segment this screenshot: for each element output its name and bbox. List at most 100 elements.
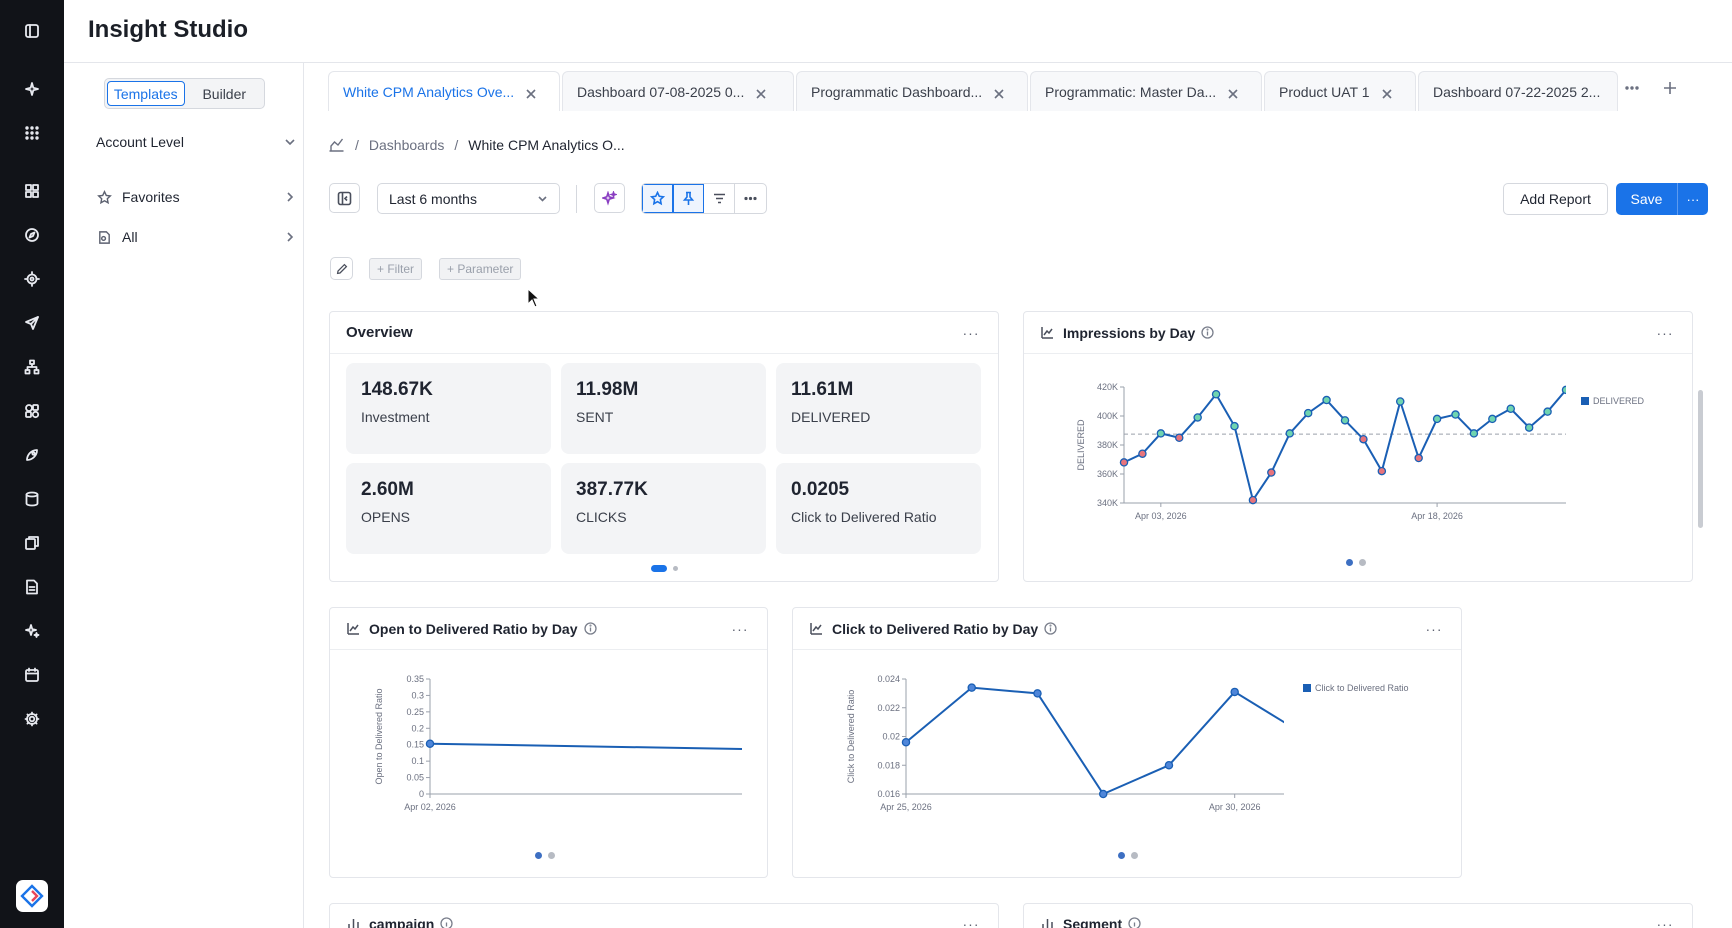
pager-dot-active[interactable] xyxy=(1346,559,1353,566)
account-level-label: Account Level xyxy=(96,134,184,150)
templates-builder-toggle: Templates Builder xyxy=(104,78,265,109)
x-tick-label: Apr 30, 2026 xyxy=(1209,802,1261,812)
grid-dots-icon[interactable] xyxy=(20,121,44,145)
tab-dashboard-07-22[interactable]: Dashboard 07-22-2025 2... xyxy=(1418,71,1618,111)
panel-toggle-icon[interactable] xyxy=(20,19,44,43)
tab-dashboard-07-08[interactable]: Dashboard 07-08-2025 0... xyxy=(562,71,794,111)
campaign-card: campaign ··· xyxy=(329,903,999,928)
y-tick-label: 0.2 xyxy=(411,723,424,733)
brand-logo[interactable] xyxy=(16,880,48,912)
card-menu-icon[interactable]: ··· xyxy=(731,620,749,637)
data-point xyxy=(1138,449,1147,458)
scrollbar[interactable] xyxy=(1698,390,1703,528)
add-parameter-chip[interactable]: + Parameter xyxy=(439,258,522,280)
close-icon[interactable] xyxy=(526,86,538,99)
calendar-icon[interactable] xyxy=(20,663,44,687)
ai-insights-button[interactable] xyxy=(594,183,625,213)
sidebar-toggle-icon xyxy=(337,191,352,205)
rocket-icon[interactable] xyxy=(20,443,44,467)
card-menu-icon[interactable]: ··· xyxy=(962,915,980,928)
more-tabs-icon[interactable] xyxy=(1622,78,1642,98)
templates-tab[interactable]: Templates xyxy=(107,81,185,106)
close-icon[interactable] xyxy=(756,86,768,99)
info-icon[interactable] xyxy=(1201,325,1215,340)
y-tick-label: 0.15 xyxy=(406,740,424,750)
more-options-button[interactable] xyxy=(735,184,766,213)
add-filter-chip[interactable]: + Filter xyxy=(369,258,423,280)
close-icon[interactable] xyxy=(994,86,1006,99)
save-options-button[interactable]: ··· xyxy=(1677,183,1708,215)
sparkle-icon[interactable] xyxy=(20,77,44,101)
filter-button[interactable] xyxy=(704,184,735,213)
info-icon[interactable] xyxy=(583,621,598,636)
kpi-value: 11.98M xyxy=(576,379,639,400)
nav-item-all[interactable]: All xyxy=(96,225,298,249)
add-tab-icon[interactable] xyxy=(1660,78,1680,98)
card-menu-icon[interactable]: ··· xyxy=(1425,620,1443,637)
y-tick-label: 0.35 xyxy=(406,674,424,684)
send-icon[interactable] xyxy=(20,311,44,335)
date-range-select[interactable]: Last 6 months xyxy=(377,183,560,214)
pager-dot[interactable] xyxy=(1359,559,1366,566)
card-title: campaign xyxy=(369,915,435,928)
kpi-value: 387.77K xyxy=(576,479,648,500)
pager-dot[interactable] xyxy=(548,852,555,859)
card-menu-icon[interactable]: ··· xyxy=(962,324,980,341)
info-icon[interactable] xyxy=(1128,916,1142,928)
data-point xyxy=(1174,433,1184,443)
data-point xyxy=(1561,385,1566,395)
report-icon[interactable] xyxy=(20,531,44,555)
ai-icon[interactable] xyxy=(20,619,44,643)
y-tick-label: 0.022 xyxy=(877,703,900,713)
click-ratio-chart: 0.016 0.018 0.02 0.022 0.024 Apr 25, 2026 Apr … xyxy=(846,674,1409,812)
builder-tab[interactable]: Builder xyxy=(202,85,247,102)
pin-toggle-button[interactable] xyxy=(673,184,704,213)
save-button[interactable]: Save xyxy=(1630,191,1663,207)
info-icon[interactable] xyxy=(1044,621,1058,636)
pager-dot[interactable] xyxy=(1131,852,1138,859)
view-options-group xyxy=(641,183,767,214)
dashboard-icon[interactable] xyxy=(20,179,44,203)
pager-dot-active[interactable] xyxy=(651,565,667,572)
analytics-icon[interactable] xyxy=(328,136,345,153)
info-icon[interactable] xyxy=(440,916,454,928)
date-range-value: Last 6 months xyxy=(389,190,477,207)
card-header: Impressions by Day ··· xyxy=(1024,312,1692,354)
nav-item-favorites[interactable]: Favorites xyxy=(96,185,298,209)
card-menu-icon[interactable]: ··· xyxy=(1656,324,1674,341)
favorite-toggle-button[interactable] xyxy=(642,184,673,213)
breadcrumb-dashboards[interactable]: Dashboards xyxy=(368,136,445,153)
document-icon[interactable] xyxy=(20,575,44,599)
compass-icon[interactable] xyxy=(20,223,44,247)
edit-filters-button[interactable] xyxy=(330,257,353,280)
add-report-button[interactable]: Add Report xyxy=(1503,183,1608,215)
dashboard-tabs: White CPM Analytics Ove... Dashboard 07-… xyxy=(328,71,1620,111)
tab-white-cpm[interactable]: White CPM Analytics Ove... xyxy=(328,71,560,111)
tab-programmatic-master[interactable]: Programmatic: Master Da... xyxy=(1030,71,1262,111)
tab-tools xyxy=(1622,78,1680,98)
data-point xyxy=(1193,413,1202,422)
database-icon[interactable] xyxy=(20,487,44,511)
pager-dot-active[interactable] xyxy=(1118,852,1125,859)
tab-product-uat[interactable]: Product UAT 1 xyxy=(1264,71,1416,111)
data-point xyxy=(901,738,911,747)
series-line xyxy=(429,742,742,750)
data-point xyxy=(1340,416,1350,425)
account-level-dropdown[interactable]: Account Level xyxy=(96,130,298,154)
gear-icon[interactable] xyxy=(20,707,44,731)
target-icon[interactable] xyxy=(20,267,44,291)
pager-dot[interactable] xyxy=(673,566,678,571)
hierarchy-icon[interactable] xyxy=(20,355,44,379)
chevron-right-icon xyxy=(284,190,298,204)
toggle-sidebar-button[interactable] xyxy=(329,183,360,213)
pager-dot-active[interactable] xyxy=(535,852,542,859)
data-point xyxy=(1432,414,1442,424)
y-axis-label: DELIVERED xyxy=(1076,419,1086,471)
shapes-icon[interactable] xyxy=(20,399,44,423)
tab-programmatic-dashboard[interactable]: Programmatic Dashboard... xyxy=(796,71,1028,111)
card-menu-icon[interactable]: ··· xyxy=(1656,915,1674,928)
icon-rail xyxy=(0,0,64,928)
close-icon[interactable] xyxy=(1381,86,1394,99)
close-icon[interactable] xyxy=(1228,86,1240,99)
